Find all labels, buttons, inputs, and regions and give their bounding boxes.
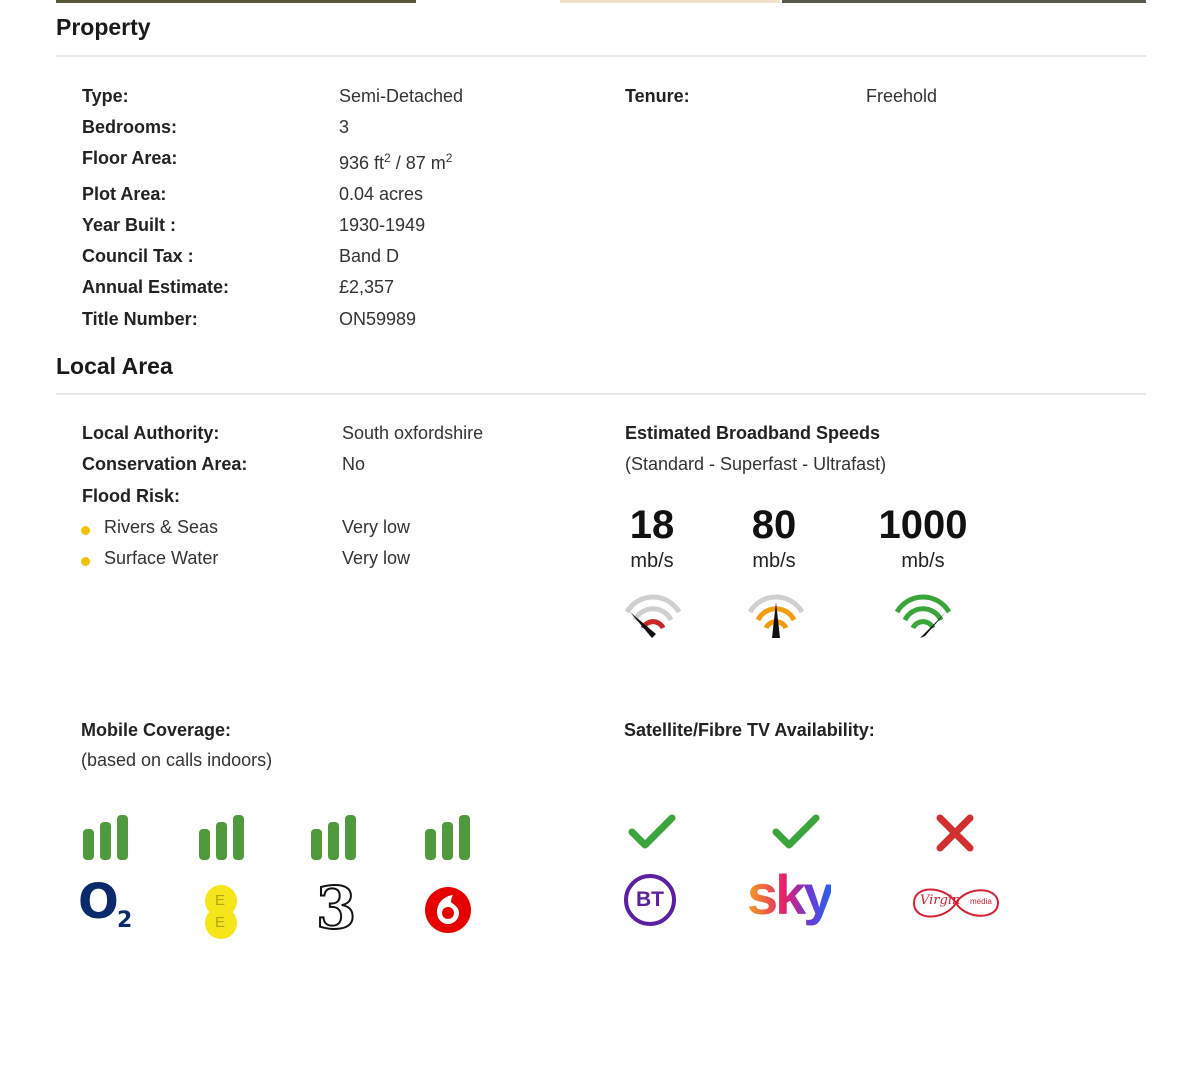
- photo-strip-middle: [560, 0, 780, 3]
- cross-icon: [936, 814, 974, 852]
- virgin-logo-text: Virgin: [920, 893, 961, 908]
- flood-bullet-surface: [81, 557, 90, 566]
- broadband-title: Estimated Broadband Speeds: [625, 423, 881, 443]
- check-icon: [772, 814, 820, 849]
- local-authority-label: Local Authority:: [82, 423, 220, 443]
- speed-superfast-unit: mb/s: [752, 550, 796, 572]
- o2-logo: O 2: [78, 874, 138, 940]
- signal-bars-icon: [425, 815, 470, 860]
- conservation-area-label: Conservation Area:: [82, 454, 248, 474]
- o2-logo-sub: 2: [117, 908, 133, 933]
- property-heading: Property: [56, 14, 151, 40]
- speed-standard-unit: mb/s: [630, 550, 674, 572]
- floor-area-sup-ft: 2: [384, 151, 391, 165]
- tenure-value: Freehold: [866, 86, 938, 106]
- ee-logo: E E: [205, 885, 237, 939]
- vodafone-logo: [425, 887, 471, 933]
- mobile-coverage-subtitle: (based on calls indoors): [81, 750, 273, 770]
- flood-risk-label: Flood Risk:: [82, 486, 180, 506]
- plot-area-value: 0.04 acres: [339, 184, 424, 204]
- title-number-value: ON59989: [339, 309, 417, 329]
- flood-surface-value: Very low: [342, 548, 411, 568]
- mobile-coverage-title: Mobile Coverage:: [81, 720, 232, 740]
- wifi-high-icon: [894, 594, 952, 638]
- virgin-media-infinity-icon: [912, 888, 1000, 918]
- flood-rivers-value: Very low: [342, 517, 411, 537]
- sky-logo: sky: [747, 862, 857, 932]
- sky-logo-text: sky: [747, 863, 834, 926]
- broadband-subtitle: (Standard - Superfast - Ultrafast): [625, 454, 887, 474]
- plot-area-label: Plot Area:: [82, 184, 167, 204]
- tenure-label: Tenure:: [625, 86, 690, 106]
- type-value: Semi-Detached: [339, 86, 464, 106]
- local-area-heading: Local Area: [56, 353, 173, 379]
- year-built-label: Year Built :: [82, 215, 177, 235]
- annual-estimate-value: £2,357: [339, 277, 395, 297]
- council-tax-value: Band D: [339, 246, 400, 266]
- flood-bullet-rivers: [81, 526, 90, 535]
- floor-area-ft: 936 ft: [339, 153, 385, 173]
- type-label: Type:: [82, 86, 129, 106]
- photo-strip-left: [56, 0, 416, 3]
- speed-ultrafast-value: 1000: [878, 503, 968, 547]
- title-number-label: Title Number:: [82, 309, 198, 329]
- three-logo: 3: [312, 873, 360, 943]
- three-logo-numeral: 3: [315, 873, 357, 943]
- speedometer-low-icon: [624, 594, 682, 638]
- bt-logo-text: BT: [636, 888, 664, 911]
- council-tax-label: Council Tax :: [82, 246, 194, 266]
- signal-bars-icon: [83, 815, 128, 860]
- ee-logo-letter-1: E: [215, 892, 226, 909]
- flood-surface-label: Surface Water: [104, 548, 219, 568]
- floor-area-m: / 87 m: [390, 153, 446, 173]
- speed-superfast-value: 80: [751, 503, 797, 547]
- local-authority-value: South oxfordshire: [342, 423, 484, 443]
- annual-estimate-label: Annual Estimate:: [82, 277, 230, 297]
- check-icon: [628, 814, 676, 849]
- floor-area-value: 936 ft2 / 87 m2: [339, 151, 452, 174]
- property-divider: [56, 55, 1146, 57]
- bedrooms-label: Bedrooms:: [82, 117, 178, 137]
- conservation-area-value: No: [342, 454, 366, 474]
- tv-availability-title: Satellite/Fibre TV Availability:: [624, 720, 875, 740]
- virgin-media-logo: Virgin media: [910, 878, 1002, 928]
- floor-area-label: Floor Area:: [82, 148, 178, 168]
- ee-logo-bottom: [205, 907, 237, 939]
- floor-area-sup-m: 2: [445, 151, 453, 165]
- signal-bars-icon: [199, 815, 244, 860]
- local-area-divider: [56, 393, 1146, 395]
- speedometer-medium-icon: [747, 594, 805, 638]
- bedrooms-value: 3: [339, 117, 350, 137]
- signal-bars-icon: [311, 815, 356, 860]
- ee-logo-letter-2: E: [215, 914, 226, 931]
- year-built-value: 1930-1949: [339, 215, 426, 235]
- o2-logo-letter: O: [78, 874, 119, 930]
- speed-standard-value: 18: [629, 503, 675, 547]
- virgin-media-sub: media: [970, 897, 992, 906]
- bt-logo: BT: [624, 874, 676, 926]
- speed-ultrafast-unit: mb/s: [901, 550, 945, 572]
- photo-strip-right: [782, 0, 1146, 3]
- flood-rivers-label: Rivers & Seas: [104, 517, 219, 537]
